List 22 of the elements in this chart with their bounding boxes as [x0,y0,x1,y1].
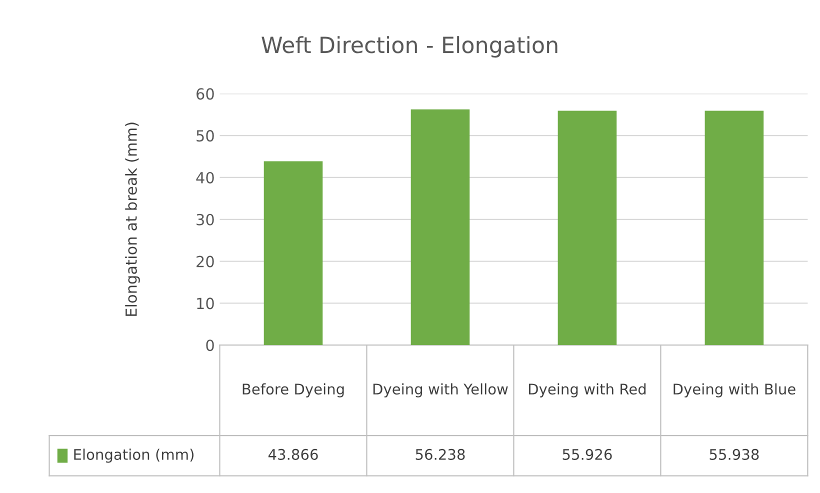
bar [704,110,764,346]
bar [410,109,470,346]
y-tick-label: 10 [197,298,214,310]
y-tick-label: 20 [196,256,214,268]
x-tick-label: Dyeing with Red [529,383,646,398]
legend-label: Elongation (mm) [74,448,194,463]
chart-title: Weft Direction - Elongation [262,36,558,58]
bar [264,161,323,346]
y-tick-label: 40 [196,172,214,184]
data-label: 43.866 [268,448,318,460]
x-tick-label: Before Dyeing [242,383,344,398]
y-tick-label: 30 [196,214,214,226]
bar [558,110,617,346]
data-label: 55.926 [562,448,612,460]
x-tick-label: Dyeing with Blue [674,383,796,398]
data-label: 56.238 [416,448,465,460]
data-label: 55.938 [710,448,759,460]
x-tick-label: Dyeing with Yellow [373,383,508,398]
y-tick-label: 60 [196,88,214,100]
y-axis-title: Elongation at break (mm) [125,122,140,316]
y-tick-label: 50 [196,130,214,142]
y-tick-label: 0 [206,340,214,352]
